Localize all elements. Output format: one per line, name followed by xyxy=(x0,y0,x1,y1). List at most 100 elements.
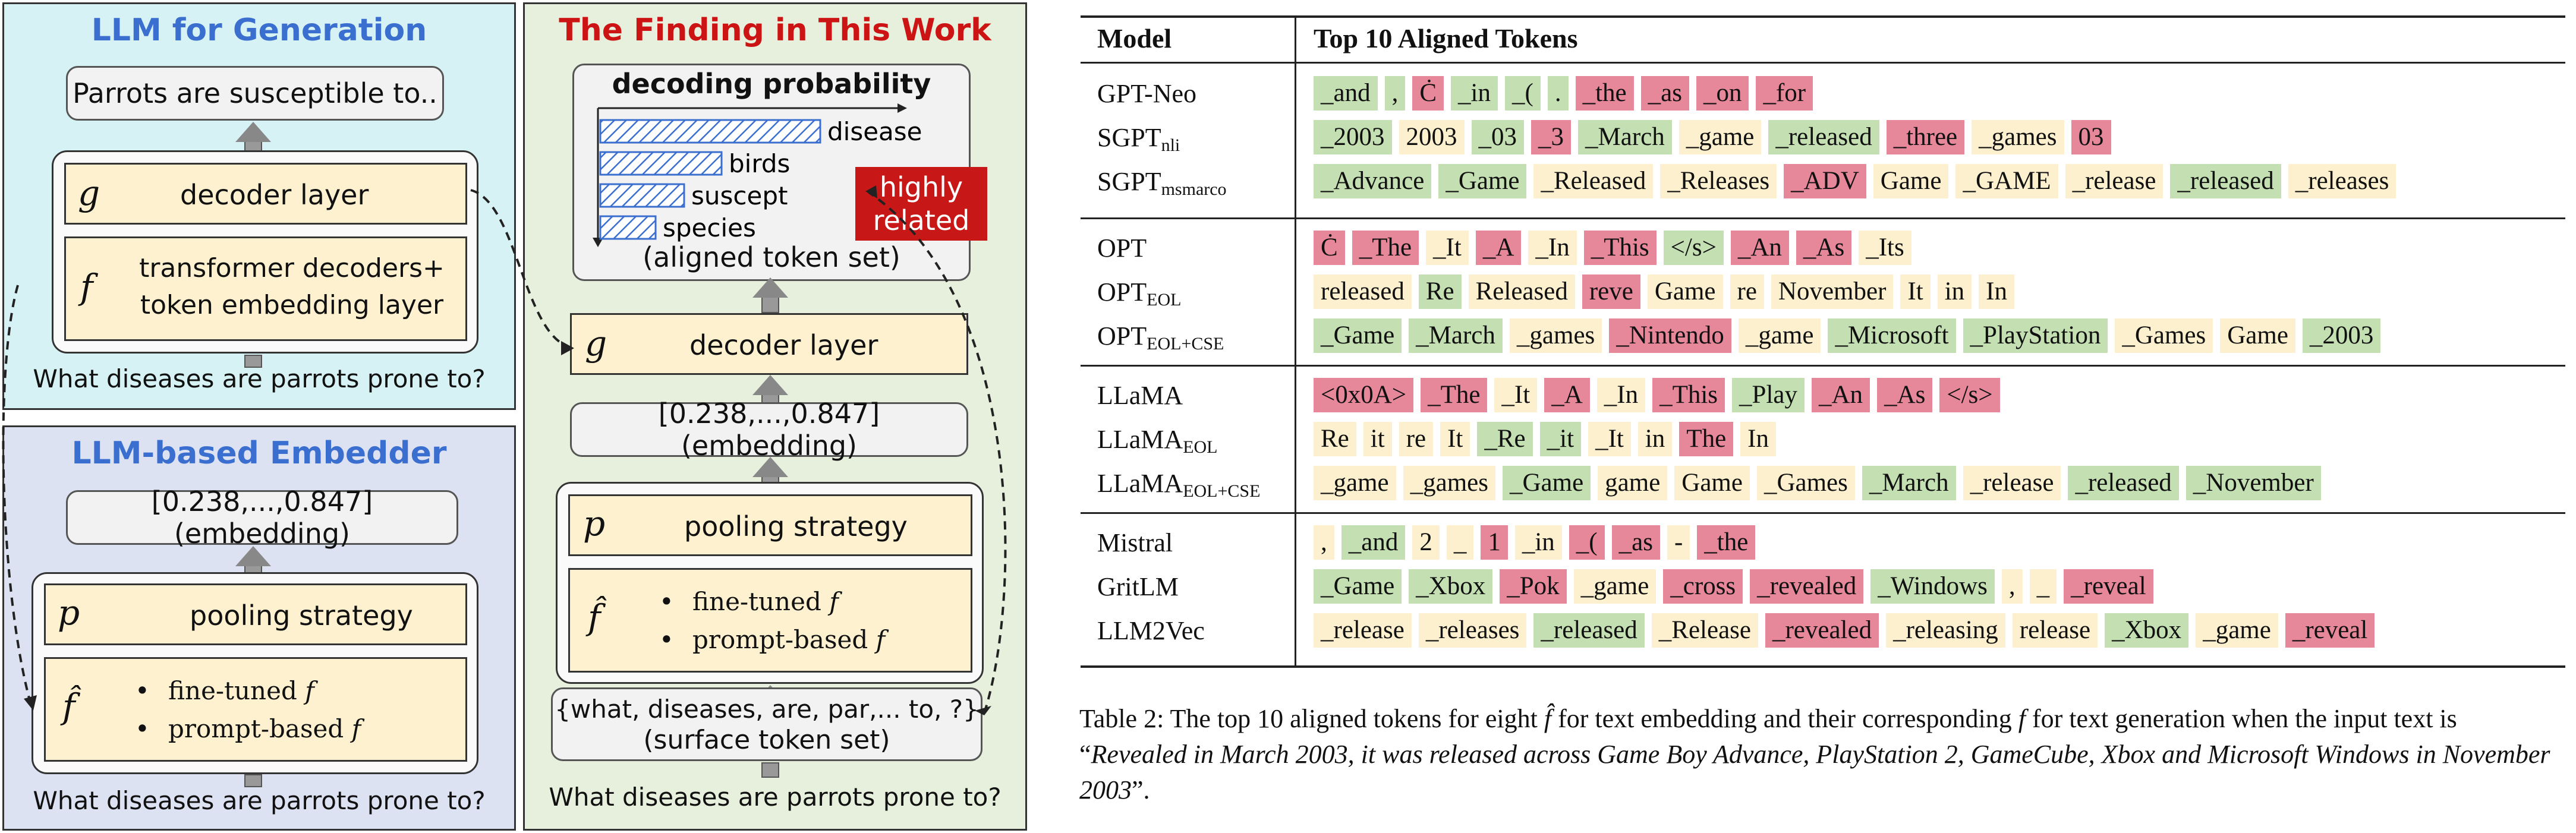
aligned-token: _release xyxy=(2065,164,2164,198)
aligned-token: _ADV xyxy=(1784,164,1866,198)
bullet-fine-tuned: • fine-tuned f xyxy=(659,587,839,616)
aligned-token: _Play xyxy=(1732,378,1805,412)
aligned-token: 1 xyxy=(1481,525,1508,560)
finding-embedding-box: [0.238,...,0.847](embedding) xyxy=(570,397,968,462)
prob-bar-label: species xyxy=(663,213,756,242)
surface-token-set-box: {what, diseases, are, par,... to, ?} (su… xyxy=(551,687,982,761)
f-symbol: f xyxy=(80,267,93,307)
aligned-token: re xyxy=(1730,274,1764,309)
g-symbol: g xyxy=(78,173,100,213)
token-row: _game _games _Game game Game _Games _March _rel… xyxy=(1314,466,2321,500)
aligned-token: Released xyxy=(1468,274,1575,309)
arrow-up-icon xyxy=(235,122,271,142)
fhat-bullets: • fine-tuned f • prompt-based f xyxy=(659,583,885,659)
aligned-token: _A xyxy=(1475,231,1522,265)
aligned-token: _Pok xyxy=(1500,569,1567,604)
aligned-token: _revealed xyxy=(1765,613,1879,648)
aligned-token: _In xyxy=(1596,378,1646,412)
callout-line2: related xyxy=(873,204,970,236)
token-row: released Re Released reve Game re November It in… xyxy=(1314,274,2014,309)
aligned-token: _and xyxy=(1314,76,1378,111)
aligned-token: The xyxy=(1679,422,1734,456)
token-row: _and, Ċ _in _(. _the _as _on _for xyxy=(1314,76,1813,111)
aligned-token: 2 xyxy=(1412,525,1440,560)
table-bottom-rule xyxy=(1081,665,2565,668)
aligned-token: re xyxy=(1399,422,1434,456)
arrow-up-icon xyxy=(752,457,788,477)
aligned-token: _March xyxy=(1578,120,1672,154)
aligned-token: _( xyxy=(1504,76,1541,111)
aligned-token: _game xyxy=(1573,569,1657,604)
generation-model-group: g decoder layer f transformer decoders+ … xyxy=(52,150,478,354)
aligned-token: Game xyxy=(2220,318,2295,353)
aligned-token: _released xyxy=(1768,120,1879,154)
table-header-rule xyxy=(1081,62,2565,64)
token-row: _Advance _Game _Released _Releases _ADV Game _… xyxy=(1314,164,2397,198)
aligned-token: _Released xyxy=(1533,164,1654,198)
prob-bar xyxy=(599,151,723,176)
g-decoder-box: g decoder layer xyxy=(64,163,467,225)
aligned-token: _Games xyxy=(1756,466,1855,500)
aligned-token: _reveal xyxy=(2285,613,2375,648)
bullet-prompt-based: • prompt-based f xyxy=(135,714,361,743)
aligned-token: , xyxy=(1314,525,1334,560)
transformer-description: transformer decoders+ token embedding la… xyxy=(125,250,458,324)
aligned-token: _it xyxy=(1539,422,1582,456)
aligned-token: _It xyxy=(1588,422,1631,456)
arrow-shaft xyxy=(761,296,779,313)
aligned-token: _the xyxy=(1697,525,1756,560)
aligned-token: _games xyxy=(1509,318,1602,353)
aligned-token: _Its xyxy=(1859,231,1911,265)
aligned-token: _game xyxy=(1738,318,1821,353)
aligned-token: release xyxy=(2012,613,2098,648)
g-decoder-box: g decoder layer xyxy=(570,313,968,375)
aligned-token: _( xyxy=(1569,525,1605,560)
fhat-bullets: • fine-tuned f • prompt-based f xyxy=(135,672,361,748)
caption-text-2: for text embedding and their correspondi… xyxy=(1551,704,2018,733)
prob-bar xyxy=(599,215,657,240)
caption-text-1: Table 2: The top 10 aligned tokens for e… xyxy=(1079,704,1544,733)
aligned-token: _3 xyxy=(1531,120,1571,154)
surface-tokens-text: {what, diseases, are, par,... to, ?} xyxy=(555,695,979,724)
finding-model-group: p pooling strategy f̂ • fine-tuned f • pro… xyxy=(556,482,984,684)
generation-output-box: Parrots are susceptible to.. xyxy=(66,66,444,121)
aligned-token: _As xyxy=(1796,231,1852,265)
model-name: OPTEOL+CSE xyxy=(1097,321,1224,354)
token-row: , _and 2 _ 1 _in _(_as - _the xyxy=(1314,525,1756,560)
aligned-token: _Microsoft xyxy=(1828,318,1956,353)
aligned-token: _reveal xyxy=(2064,569,2153,604)
aligned-token: </s> xyxy=(1939,378,2000,412)
aligned-token: _Release xyxy=(1651,613,1758,648)
aligned-token: _the xyxy=(1575,76,1634,111)
prob-bar xyxy=(599,183,685,208)
aligned-token: _game xyxy=(1314,466,1396,500)
panel-title: LLM-based Embedder xyxy=(71,436,447,471)
aligned-token: _game xyxy=(2196,613,2278,648)
fhat-box: f̂ • fine-tuned f • prompt-based f xyxy=(44,657,467,762)
model-name: GPT-Neo xyxy=(1097,79,1197,108)
aligned-token: _Re xyxy=(1477,422,1533,456)
token-row: _release _releases _released _Release _revea… xyxy=(1314,613,2375,648)
aligned-token: - xyxy=(1667,525,1690,560)
aligned-token: November xyxy=(1771,274,1894,309)
table-top-rule xyxy=(1081,15,2565,18)
aligned-token: _cross xyxy=(1663,569,1743,604)
aligned-token: in xyxy=(1637,422,1673,456)
caption-text-4: ”. xyxy=(1132,775,1150,804)
finding-panel: The Finding in This Work decoding probab… xyxy=(523,2,1027,831)
model-name: LLaMAEOL+CSE xyxy=(1097,469,1261,501)
arrow-shaft xyxy=(244,774,262,787)
p-pooling-box: p pooling strategy xyxy=(568,494,972,556)
aligned-token: it xyxy=(1363,422,1392,456)
aligned-token: _Xbox xyxy=(2105,613,2189,648)
table-group-rule xyxy=(1081,217,2565,219)
aligned-token: _Advance xyxy=(1314,164,1432,198)
aligned-token: _November xyxy=(2185,466,2321,500)
aligned-token: _As xyxy=(1877,378,1933,412)
embedder-question: What diseases are parrots prone to? xyxy=(33,786,486,815)
generation-output-text: Parrots are susceptible to.. xyxy=(73,77,437,109)
column-header-tokens: Top 10 Aligned Tokens xyxy=(1314,23,1578,53)
aligned-token: _releases xyxy=(2288,164,2397,198)
fhat-symbol: f̂ xyxy=(62,686,75,727)
aligned-token: _The xyxy=(1352,231,1419,265)
